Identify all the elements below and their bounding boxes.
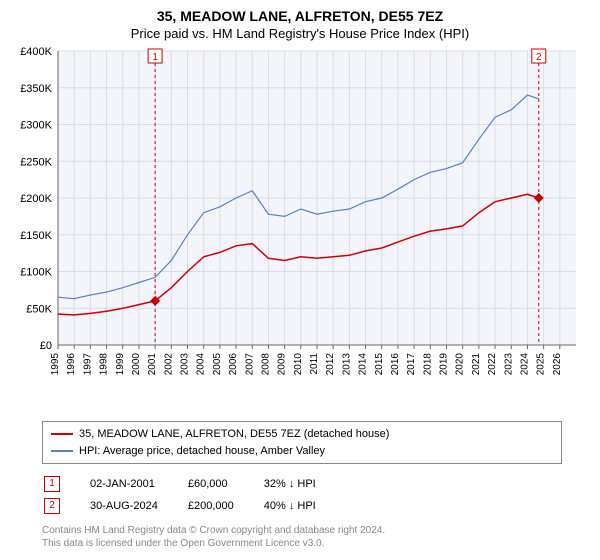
- marker-delta: 40% ↓ HPI: [264, 496, 344, 516]
- marker-date: 30-AUG-2024: [90, 496, 186, 516]
- attribution: Contains HM Land Registry data © Crown c…: [42, 524, 590, 550]
- svg-text:2017: 2017: [406, 353, 417, 376]
- svg-text:2005: 2005: [212, 353, 223, 376]
- svg-text:£150K: £150K: [20, 230, 52, 242]
- svg-text:2000: 2000: [131, 353, 142, 376]
- svg-text:2011: 2011: [309, 353, 320, 375]
- title-block: 35, MEADOW LANE, ALFRETON, DE55 7EZ Pric…: [10, 8, 590, 41]
- svg-text:£250K: £250K: [20, 156, 52, 168]
- marker-badge: 1: [44, 476, 60, 492]
- svg-text:2013: 2013: [341, 353, 352, 376]
- svg-text:2007: 2007: [244, 353, 255, 376]
- svg-text:2015: 2015: [374, 353, 385, 376]
- attribution-line: Contains HM Land Registry data © Crown c…: [42, 524, 590, 537]
- svg-text:£200K: £200K: [20, 193, 52, 205]
- svg-text:2025: 2025: [536, 353, 547, 376]
- marker-date: 02-JAN-2001: [90, 474, 186, 494]
- svg-text:2014: 2014: [358, 353, 369, 376]
- svg-text:£400K: £400K: [20, 46, 52, 58]
- svg-text:2023: 2023: [503, 353, 514, 376]
- svg-text:2024: 2024: [519, 353, 530, 376]
- svg-text:1997: 1997: [82, 353, 93, 376]
- legend-label: HPI: Average price, detached house, Ambe…: [79, 443, 325, 460]
- svg-text:2016: 2016: [390, 353, 401, 376]
- marker-badge: 2: [44, 498, 60, 514]
- svg-text:£0: £0: [40, 340, 52, 352]
- chart-svg: £0 £50K £100K £150K £200K £250K £300K £350K £400…: [10, 45, 590, 415]
- marker-row: 1 02-JAN-2001 £60,000 32% ↓ HPI: [44, 474, 344, 494]
- legend-item: 35, MEADOW LANE, ALFRETON, DE55 7EZ (det…: [51, 426, 553, 443]
- svg-text:2002: 2002: [163, 353, 174, 376]
- svg-text:£350K: £350K: [20, 83, 52, 95]
- svg-text:2022: 2022: [487, 353, 498, 376]
- svg-text:2008: 2008: [260, 353, 271, 376]
- svg-text:1995: 1995: [50, 353, 61, 376]
- svg-text:2001: 2001: [147, 353, 158, 376]
- svg-text:2021: 2021: [471, 353, 482, 376]
- legend-swatch: [51, 433, 73, 435]
- svg-text:2: 2: [536, 52, 542, 63]
- legend-swatch: [51, 450, 73, 452]
- legend: 35, MEADOW LANE, ALFRETON, DE55 7EZ (det…: [42, 421, 562, 464]
- svg-text:2018: 2018: [422, 353, 433, 376]
- svg-text:2019: 2019: [439, 353, 450, 376]
- svg-text:2012: 2012: [325, 353, 336, 376]
- attribution-line: This data is licensed under the Open Gov…: [42, 537, 590, 550]
- marker-row: 2 30-AUG-2024 £200,000 40% ↓ HPI: [44, 496, 344, 516]
- svg-text:£100K: £100K: [20, 267, 52, 279]
- marker-price: £60,000: [188, 474, 262, 494]
- marker-price: £200,000: [188, 496, 262, 516]
- svg-text:2009: 2009: [277, 353, 288, 376]
- legend-label: 35, MEADOW LANE, ALFRETON, DE55 7EZ (det…: [79, 426, 389, 443]
- svg-text:1: 1: [152, 52, 158, 63]
- title-address: 35, MEADOW LANE, ALFRETON, DE55 7EZ: [10, 8, 590, 24]
- chart: £0 £50K £100K £150K £200K £250K £300K £350K £400…: [10, 45, 590, 415]
- svg-text:2010: 2010: [293, 353, 304, 376]
- svg-text:2006: 2006: [228, 353, 239, 376]
- svg-text:£300K: £300K: [20, 120, 52, 132]
- marker-delta: 32% ↓ HPI: [264, 474, 344, 494]
- svg-text:£50K: £50K: [26, 303, 52, 315]
- svg-text:2003: 2003: [180, 353, 191, 376]
- svg-text:1996: 1996: [66, 353, 77, 376]
- svg-text:2026: 2026: [552, 353, 563, 376]
- svg-text:2004: 2004: [196, 353, 207, 376]
- svg-text:1998: 1998: [99, 353, 110, 376]
- title-subtitle: Price paid vs. HM Land Registry's House …: [10, 26, 590, 41]
- markers-table: 1 02-JAN-2001 £60,000 32% ↓ HPI 2 30-AUG…: [42, 472, 346, 518]
- svg-text:2020: 2020: [455, 353, 466, 376]
- legend-item: HPI: Average price, detached house, Ambe…: [51, 443, 553, 460]
- svg-text:1999: 1999: [115, 353, 126, 376]
